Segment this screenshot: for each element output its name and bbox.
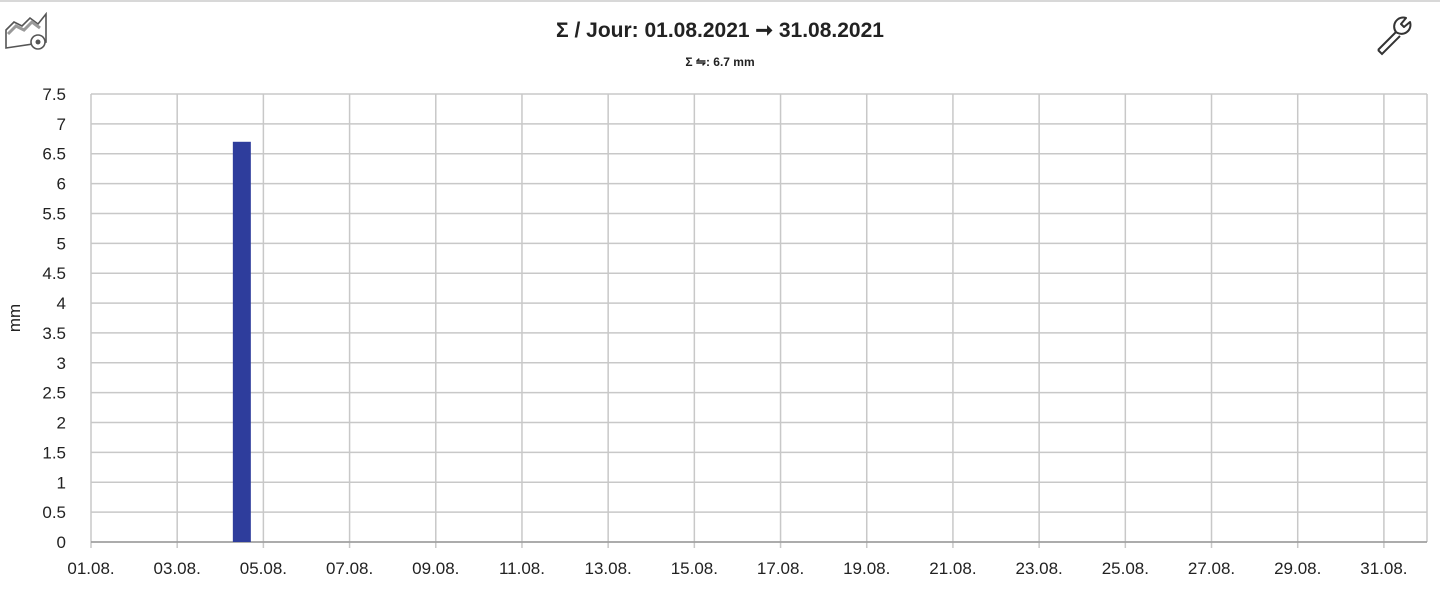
top-border — [0, 0, 1440, 2]
y-tick-label: 7 — [57, 115, 66, 134]
y-tick-label: 7.5 — [42, 85, 66, 104]
x-tick-label: 11.08. — [499, 559, 545, 578]
x-tick-label: 29.08. — [1274, 559, 1321, 578]
x-tick-label: 17.08. — [757, 559, 804, 578]
y-tick-label: 1.5 — [42, 443, 66, 462]
x-tick-label: 05.08. — [240, 559, 287, 578]
y-tick-label: 0.5 — [42, 503, 66, 522]
x-tick-label: 25.08. — [1102, 559, 1149, 578]
x-tick-label: 15.08. — [671, 559, 718, 578]
chart-settings-icon[interactable] — [4, 11, 48, 57]
precipitation-icon: ⇋ — [695, 55, 706, 69]
x-tick-label: 07.08. — [326, 559, 373, 578]
x-tick-label: 03.08. — [154, 559, 201, 578]
y-tick-label: 3 — [57, 354, 66, 373]
bars — [232, 141, 251, 542]
y-tick-label: 5.5 — [42, 204, 66, 223]
chart-subtitle: Σ ⇋: 6.7 mm — [0, 55, 1440, 69]
grid — [90, 93, 1428, 548]
x-ticks: 01.08. 03.08. 05.08. 07.08. 09.08. 11.08. 13.0… — [67, 559, 1407, 578]
bar-04.08[interactable] — [232, 141, 251, 542]
x-tick-label: 13.08. — [585, 559, 632, 578]
total-value: : 6.7 mm — [705, 55, 755, 69]
x-tick-label: 31.08. — [1360, 559, 1407, 578]
y-tick-label: 6.5 — [42, 145, 66, 164]
y-tick-label: 0 — [57, 533, 66, 552]
x-tick-label: 21.08. — [929, 559, 976, 578]
sigma-label: Σ — [685, 55, 693, 69]
chart-title: Σ / Jour: 01.08.2021 ➞ 31.08.2021 — [556, 19, 884, 42]
x-tick-label: 09.08. — [412, 559, 459, 578]
y-tick-label: 5 — [57, 234, 66, 253]
y-tick-label: 6 — [57, 175, 66, 194]
y-tick-label: 2 — [57, 414, 66, 433]
y-tick-label: 3.5 — [42, 324, 66, 343]
x-tick-label: 01.08. — [67, 559, 114, 578]
y-tick-label: 4.5 — [42, 264, 66, 283]
x-tick-label: 19.08. — [843, 559, 890, 578]
y-tick-label: 2.5 — [42, 384, 66, 403]
y-tick-label: 4 — [57, 294, 66, 313]
wrench-icon[interactable] — [1372, 12, 1416, 61]
x-tick-label: 27.08. — [1188, 559, 1235, 578]
y-tick-label: 1 — [57, 473, 66, 492]
y-ticks: 0 0.5 1 1.5 2 2.5 3 3.5 4 4.5 5 5.5 6 6.5 7 7.5 — [42, 85, 66, 552]
y-axis-label: mm — [5, 304, 24, 332]
x-tick-label: 23.08. — [1015, 559, 1062, 578]
